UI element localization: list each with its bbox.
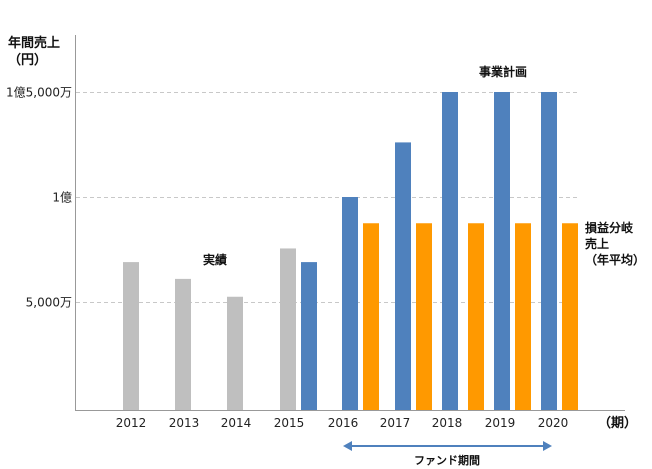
bar-2020-plan	[541, 92, 557, 410]
y-tick-label: 1億	[52, 191, 72, 205]
bar-2015-actual	[280, 248, 296, 410]
annotation-plan: 事業計画	[479, 64, 527, 79]
bar-2014-actual	[227, 296, 243, 410]
y-axis-unit: （円）	[8, 52, 47, 68]
x-tick-label: 2014	[221, 416, 252, 430]
x-tick-label: 2019	[485, 416, 516, 430]
bar-2017-plan	[395, 142, 411, 410]
bars	[123, 92, 578, 410]
bar-2016-plan	[342, 197, 358, 410]
fund-period-arrow	[343, 441, 552, 451]
annotation-actual: 実績	[203, 252, 227, 267]
bar-2019-breakeven	[515, 223, 531, 410]
x-tick-label: 2016	[328, 416, 359, 430]
bar-2012-actual	[123, 262, 139, 410]
x-tick-label: 2013	[169, 416, 200, 430]
x-tick-label: 2012	[116, 416, 147, 430]
y-tick-label: 5,000万	[26, 296, 72, 310]
x-tick-label: 2017	[380, 416, 411, 430]
annotation-breakeven-1: 損益分岐	[585, 220, 634, 235]
bar-2016-breakeven	[363, 223, 379, 410]
bar-2019-plan	[494, 92, 510, 410]
bar-2018-plan	[442, 92, 458, 410]
bar-2018-breakeven	[468, 223, 484, 410]
x-tick-label: 2015	[274, 416, 305, 430]
annotation-breakeven-2: 売上	[585, 236, 609, 251]
bar-2013-actual	[175, 278, 191, 410]
bar-2015-plan	[301, 262, 317, 410]
annotation-breakeven-3: （年平均）	[585, 252, 645, 267]
x-tick-label: 2018	[432, 416, 463, 430]
x-tick-label: 2020	[538, 416, 569, 430]
x-tick-labels: 2012 2013 2014 2015 2016 2017 2018 2019 2020	[116, 416, 569, 430]
y-axis-title: 年間売上	[8, 35, 60, 51]
bar-2017-breakeven	[416, 223, 432, 410]
y-tick-labels: 5,000万 1億 1億5,000万	[6, 86, 72, 310]
annotation-fund-period: ファンド期間	[414, 453, 480, 467]
x-axis-title: （期）	[598, 415, 637, 431]
bar-2020-breakeven	[562, 223, 578, 410]
y-tick-label: 1億5,000万	[6, 86, 72, 100]
